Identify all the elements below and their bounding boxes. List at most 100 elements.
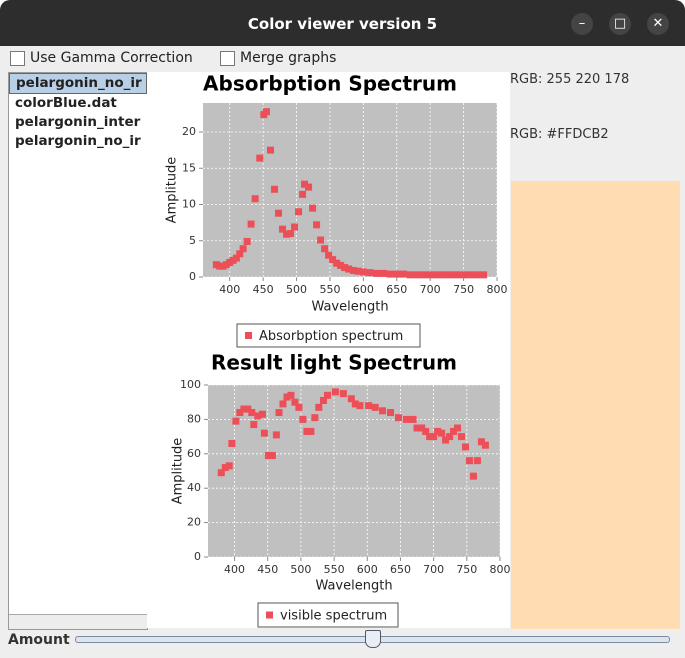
point	[295, 403, 303, 411]
point	[418, 424, 426, 432]
point	[266, 146, 274, 154]
x-tick-label: 550	[324, 563, 345, 576]
point	[461, 443, 469, 451]
point	[232, 417, 240, 425]
point	[232, 254, 240, 262]
point	[333, 259, 341, 267]
point	[244, 405, 252, 413]
point	[287, 230, 295, 237]
point	[250, 421, 258, 429]
point	[275, 409, 283, 417]
point	[465, 457, 473, 465]
point	[217, 469, 225, 477]
slider-thumb[interactable]	[365, 630, 381, 648]
merge-checkbox[interactable]: Merge graphs	[220, 50, 336, 66]
legend-label: Absorbption spectrum	[259, 329, 403, 344]
point	[243, 237, 251, 245]
point	[319, 396, 327, 404]
x-tick-label: 500	[286, 283, 307, 296]
x-axis-label: Wavelength	[311, 300, 388, 315]
chart-title: Result light Spectrum	[211, 351, 457, 375]
minimize-button[interactable]: –	[571, 13, 593, 35]
point	[291, 223, 299, 231]
y-tick-label: 100	[180, 378, 201, 391]
point	[258, 410, 266, 418]
x-tick-label: 750	[453, 283, 474, 296]
point	[430, 433, 438, 441]
point	[394, 414, 402, 422]
point	[422, 427, 430, 435]
file-item[interactable]: pelargonin_inter	[15, 114, 141, 130]
y-tick-label: 80	[187, 412, 201, 425]
point	[402, 415, 410, 423]
file-item[interactable]: pelargonin_no_ir	[15, 133, 141, 149]
point	[460, 271, 468, 279]
point	[413, 271, 421, 279]
legend-swatch	[266, 611, 273, 619]
point	[399, 270, 407, 278]
point	[323, 391, 331, 399]
point	[347, 395, 355, 403]
x-tick-label: 400	[224, 563, 245, 576]
point	[450, 427, 458, 435]
gamma-checkbox[interactable]: Use Gamma Correction	[10, 50, 193, 66]
point	[454, 424, 462, 432]
point	[442, 436, 450, 444]
file-item[interactable]: pelargonin_no_ir	[9, 73, 147, 94]
y-tick-label: 60	[187, 447, 201, 460]
point	[270, 185, 278, 193]
point	[221, 464, 229, 472]
point	[438, 429, 446, 437]
point	[433, 271, 441, 279]
point	[251, 195, 259, 203]
point	[309, 204, 317, 212]
title-bar: Color viewer version 5	[0, 0, 685, 46]
window-title: Color viewer version 5	[247, 15, 438, 33]
rgb-decimal: RGB: 255 220 178	[510, 72, 630, 87]
x-tick-label: 700	[420, 283, 441, 296]
point	[359, 268, 367, 276]
point	[458, 433, 466, 441]
point	[351, 400, 359, 408]
slider-label: Amount	[8, 632, 70, 648]
rgb-hex: RGB: #FFDCB2	[510, 127, 609, 142]
x-tick-label: 400	[219, 283, 240, 296]
point	[371, 403, 379, 411]
point	[256, 154, 264, 162]
x-tick-label: 650	[390, 563, 411, 576]
point	[420, 271, 427, 279]
point	[225, 462, 233, 470]
point	[473, 271, 481, 279]
point	[268, 452, 276, 460]
point	[262, 108, 270, 116]
point	[228, 439, 236, 447]
x-axis-label: Wavelength	[315, 579, 392, 594]
maximize-button[interactable]: □	[609, 13, 631, 35]
point	[446, 271, 454, 279]
x-tick-label: 450	[257, 563, 278, 576]
file-item[interactable]: colorBlue.dat	[15, 95, 117, 111]
point	[264, 452, 272, 460]
point	[305, 183, 313, 191]
point	[434, 427, 442, 435]
point	[373, 269, 381, 277]
y-axis-label: Amplitude	[165, 157, 180, 224]
scrollbar[interactable]	[9, 614, 147, 629]
point	[379, 269, 387, 277]
y-tick-label: 0	[189, 270, 196, 283]
color-swatch	[511, 181, 680, 629]
point	[477, 438, 485, 446]
point	[291, 398, 299, 406]
point	[311, 414, 319, 422]
y-tick-label: 20	[182, 125, 196, 138]
point	[331, 388, 339, 396]
point	[325, 251, 333, 259]
point	[315, 403, 323, 411]
point	[283, 230, 291, 238]
y-tick-label: 10	[182, 198, 196, 211]
close-button[interactable]: ✕	[647, 13, 669, 35]
point	[260, 429, 268, 437]
point	[321, 245, 329, 253]
legend-swatch	[245, 332, 252, 339]
